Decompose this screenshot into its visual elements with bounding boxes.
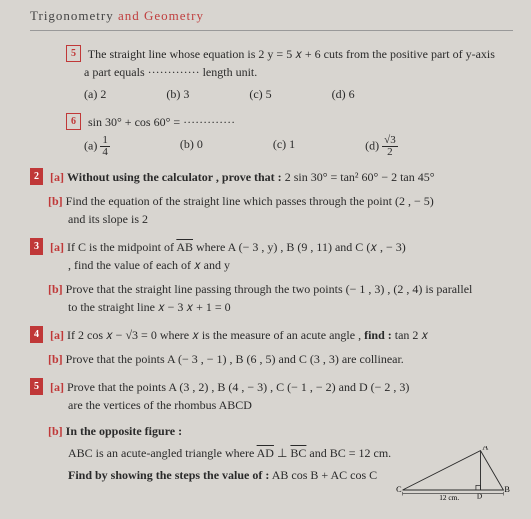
- p4-b-text: Prove that the points A (− 3 , − 1) , B …: [66, 352, 404, 366]
- opt-c: (c) 5: [249, 85, 271, 103]
- p4-la: [a]: [50, 328, 64, 342]
- opt-c: (c) 1: [273, 135, 295, 158]
- page-header: Trigonometry and Geometry: [30, 8, 513, 31]
- p3-lb: [b]: [48, 282, 63, 296]
- p4-sqrt: √3: [125, 328, 138, 342]
- opt-b: (b) 3: [166, 85, 189, 103]
- frac-bot: 2: [382, 147, 398, 158]
- problem-4: 4 [a] If 2 cos 𝑥 − √3 = 0 where 𝑥 is the…: [30, 326, 513, 368]
- p5-a2: are the vertices of the rhombus ABCD: [68, 396, 513, 414]
- p3-ab: AB: [176, 240, 193, 254]
- p3-b: [b] Prove that the straight line passing…: [48, 280, 513, 316]
- p3-a2: , find the value of each of 𝑥 and y: [68, 256, 513, 274]
- p2-num: 2: [30, 168, 43, 185]
- problem-2: 2 [a] Without using the calculator , pro…: [30, 168, 513, 228]
- p4-find: find :: [364, 328, 392, 342]
- mcq-5-num: 5: [66, 45, 81, 62]
- p5-b1-post: and BC = 12 cm.: [306, 446, 391, 460]
- p4-a-mid: = 0 where 𝑥 is the measure of an acute a…: [138, 328, 364, 342]
- p5-b2-rest: AB cos B + AC cos C: [269, 468, 377, 482]
- p2-b2: and its slope is 2: [68, 210, 513, 228]
- tri-A: A: [482, 446, 488, 452]
- opt-a: (a) 14: [84, 135, 110, 158]
- opt-b: (b) 0: [180, 135, 203, 158]
- header-t1: Trigonometry: [30, 8, 114, 23]
- opt-a-pre: (a): [84, 138, 100, 152]
- p3-la: [a]: [50, 240, 64, 254]
- p5-lb: [b]: [48, 424, 63, 438]
- p5-la: [a]: [50, 380, 64, 394]
- p3-b2: to the straight line 𝑥 − 3 𝑥 + 1 = 0: [68, 298, 513, 316]
- header-t2: and Geometry: [118, 8, 204, 23]
- p2-lb: [b]: [48, 194, 63, 208]
- p5-bc: BC: [290, 446, 306, 460]
- opt-d-pre: (d): [365, 138, 382, 152]
- triangle-figure: A B C D 12 cm.: [393, 446, 513, 501]
- opt-d: (d) √32: [365, 135, 398, 158]
- p4-a-post: tan 2 𝑥: [392, 328, 428, 342]
- p5-b-head: In the opposite figure :: [66, 424, 182, 438]
- tri-D: D: [477, 491, 482, 500]
- problem-3: 3 [a] If C is the midpoint of AB where A…: [30, 238, 513, 316]
- p2-la: [a]: [50, 170, 64, 184]
- p4-a-pre: If 2 cos 𝑥 −: [67, 328, 125, 342]
- mcq-6-options: (a) 14 (b) 0 (c) 1 (d) √32: [84, 135, 513, 158]
- frac-r3-2: √32: [382, 135, 398, 158]
- frac-bot: 4: [100, 147, 110, 158]
- p3-b1: Prove that the straight line passing thr…: [66, 282, 473, 296]
- mcq-6-text: sin 30° + cos 60° = ·············: [88, 115, 235, 129]
- p4-lb: [b]: [48, 352, 63, 366]
- p3-num: 3: [30, 238, 43, 255]
- p5-b1-pre: ABC is an acute-angled triangle where: [68, 446, 257, 460]
- p5-ad: AD: [257, 446, 274, 460]
- mcq-6: 6 sin 30° + cos 60° = ············· (a) …: [66, 113, 513, 158]
- p5-a1: Prove that the points A (3 , 2) , B (4 ,…: [67, 380, 409, 394]
- mcq-5-line2: a part equals ············· length unit.: [84, 63, 513, 81]
- p5-b2-bold: Find by showing the steps the value of :: [68, 468, 269, 482]
- tri-B: B: [504, 485, 510, 494]
- tri-C: C: [396, 485, 402, 494]
- mcq-6-num: 6: [66, 113, 81, 130]
- p5-b1-mid: ⊥: [274, 446, 290, 460]
- frac-1-4: 14: [100, 135, 110, 158]
- mcq-5-line1: The straight line whose equation is 2 y …: [88, 47, 495, 61]
- p4-b: [b] Prove that the points A (− 3 , − 1) …: [48, 350, 513, 368]
- mcq-5: 5 The straight line whose equation is 2 …: [66, 45, 513, 103]
- mcq-5-options: (a) 2 (b) 3 (c) 5 (d) 6: [84, 85, 513, 103]
- p2-b1: Find the equation of the straight line w…: [66, 194, 434, 208]
- opt-d: (d) 6: [332, 85, 355, 103]
- p3-a1-post: where A (− 3 , y) , B (9 , 11) and C (𝑥 …: [193, 240, 406, 254]
- p2-b: [b] Find the equation of the straight li…: [48, 192, 513, 228]
- p4-num: 4: [30, 326, 43, 343]
- p2-a-rest: 2 sin 30° = tan² 60° − 2 tan 45°: [282, 170, 435, 184]
- p3-a1-pre: If C is the midpoint of: [67, 240, 176, 254]
- p5-num: 5: [30, 378, 43, 395]
- p2-a-bold: Without using the calculator , prove tha…: [67, 170, 282, 184]
- tri-len: 12 cm.: [439, 493, 459, 501]
- opt-a: (a) 2: [84, 85, 106, 103]
